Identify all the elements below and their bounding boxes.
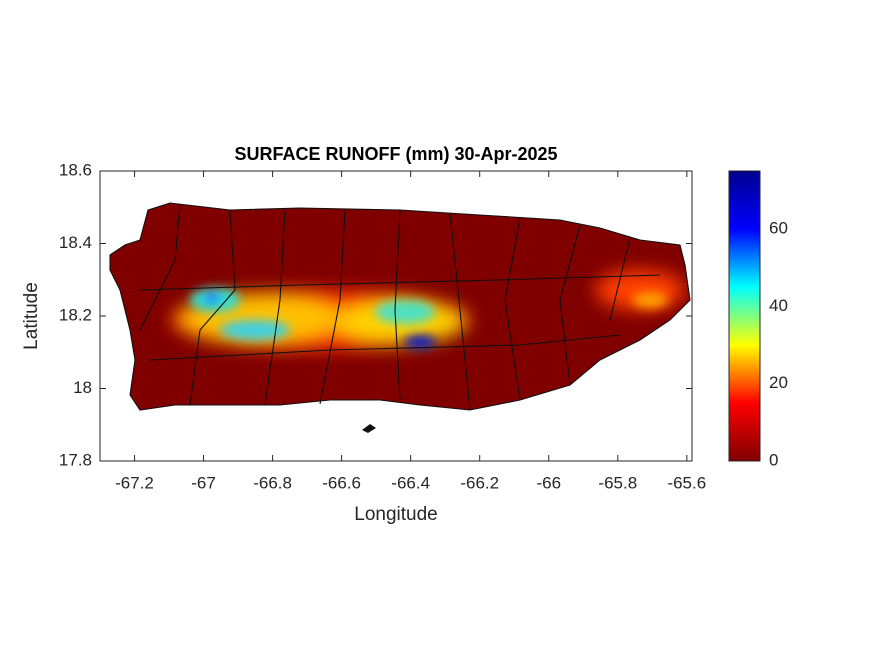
- colorbar-tick-label: 60: [769, 218, 788, 237]
- y-tick-label: 17.8: [59, 450, 92, 469]
- x-tick-label: -66.2: [460, 473, 499, 492]
- y-axis-label: Latitude: [21, 282, 42, 350]
- colorbar-tick-label: 40: [769, 296, 788, 315]
- x-tick-label: -66.8: [253, 473, 292, 492]
- y-tick-label: 18.2: [59, 305, 92, 324]
- municipal-borders: [109, 202, 691, 433]
- colorbar: [728, 170, 761, 462]
- y-tick-label: 18: [73, 378, 92, 397]
- x-axis-label: Longitude: [354, 504, 437, 525]
- x-tick-label: -67: [191, 473, 216, 492]
- chart-title: SURFACE RUNOFF (mm) 30-Apr-2025: [234, 144, 557, 164]
- colorbar-tick-label: 0: [769, 450, 778, 469]
- x-tick-label: -66.6: [322, 473, 361, 492]
- colorbar-tick-label: 20: [769, 373, 788, 392]
- x-tick-label: -66.4: [391, 473, 430, 492]
- y-tick-label: 18.6: [59, 160, 92, 179]
- runoff-field: [110, 203, 690, 410]
- axes: -67.2 -67 -66.8 -66.6 -66.4 -66.2 -66 -65.8 -65.…: [59, 160, 788, 492]
- y-tick-label: 18.4: [59, 233, 92, 252]
- x-tick-label: -67.2: [115, 473, 154, 492]
- x-tick-label: -65.8: [598, 473, 637, 492]
- x-tick-label: -66: [536, 473, 561, 492]
- x-tick-label: -65.6: [667, 473, 706, 492]
